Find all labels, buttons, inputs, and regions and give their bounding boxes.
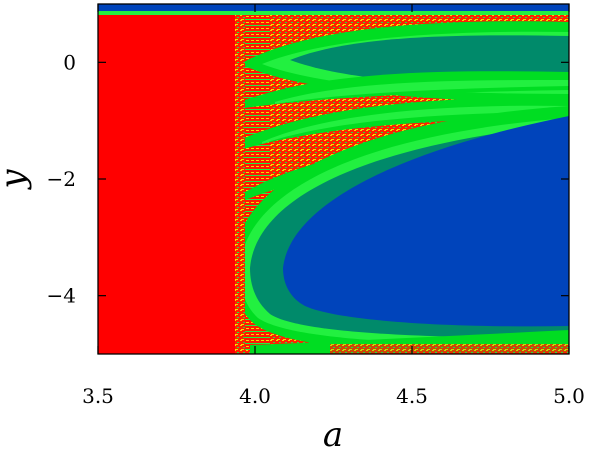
y-tick-label: −2 (47, 167, 76, 191)
bottom-noise (330, 344, 569, 354)
red-region-edge (235, 15, 245, 354)
x-tick-label: 5.0 (553, 384, 585, 408)
axis-tick-labels: 3.5 4.0 4.5 5.0 0 −2 −4 (47, 50, 585, 408)
x-tick-label: 4.5 (396, 384, 428, 408)
red-region (98, 15, 235, 354)
axis-ticks (97, 4, 570, 354)
y-axis-label: y (0, 169, 33, 191)
x-tick-label: 4.0 (239, 384, 271, 408)
y-tick-label: −4 (47, 284, 76, 308)
x-axis-label: a (323, 415, 343, 450)
lower-lobe-blue (283, 116, 569, 327)
plot-area (98, 4, 569, 354)
top-blue-strip (98, 4, 569, 13)
band-1-inner (275, 80, 569, 104)
top-green-strip (98, 11, 569, 15)
y-tick-label: 0 (63, 50, 76, 74)
x-tick-label: 3.5 (82, 384, 114, 408)
